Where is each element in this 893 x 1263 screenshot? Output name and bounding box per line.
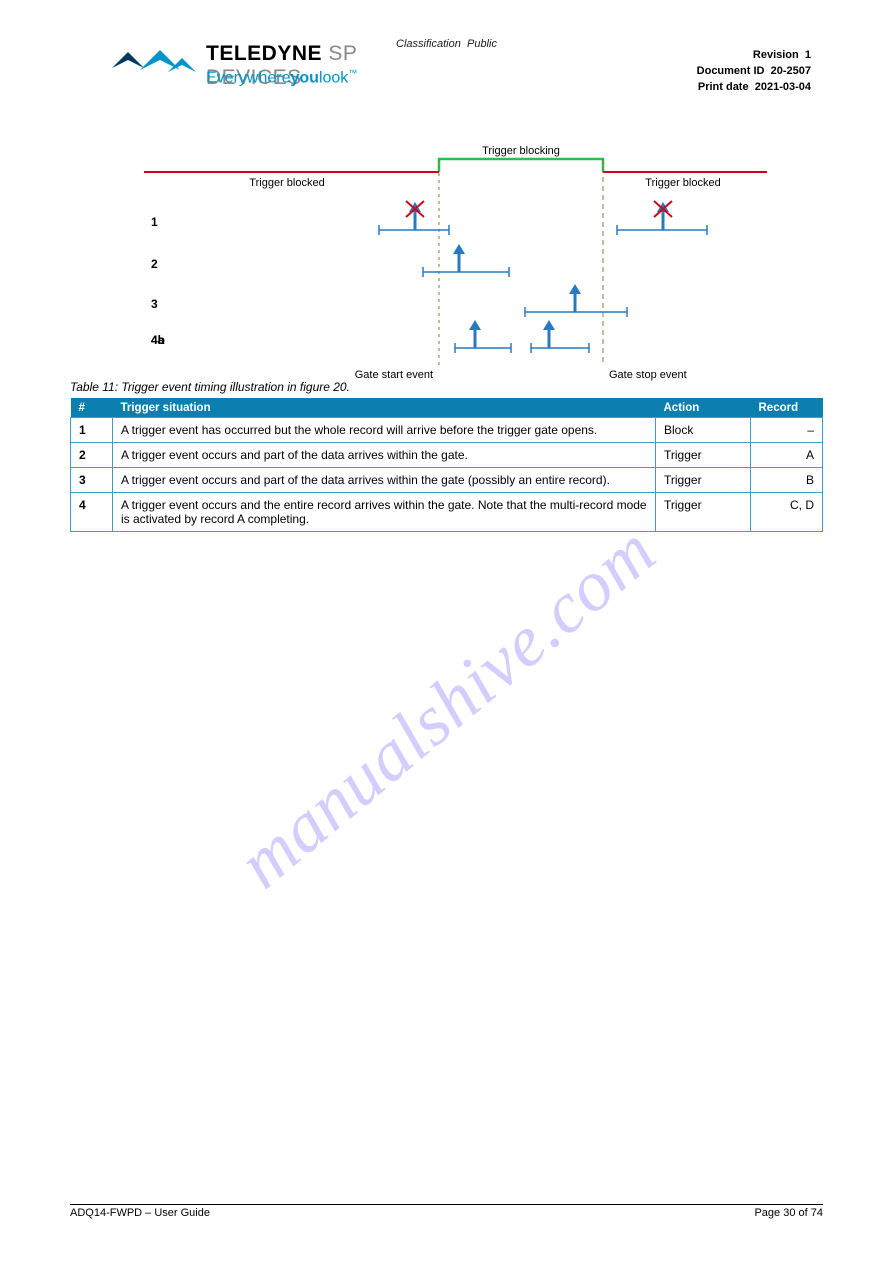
svg-text:Trigger blocking: Trigger blocking [482, 146, 560, 157]
svg-text:Trigger blocked: Trigger blocked [249, 177, 324, 189]
svg-text:Gate start event: Gate start event [354, 369, 432, 381]
cell-rec: B [751, 468, 823, 493]
page-footer: ADQ14-FWPD – User Guide Page 30 of 74 [70, 1204, 823, 1219]
cell-num: 1 [71, 418, 113, 443]
table-row: 3A trigger event occurs and part of the … [71, 468, 823, 493]
docid-label: Document ID [697, 65, 765, 77]
doc-meta: Revision 1 Document ID 20-2507 Print dat… [697, 48, 811, 96]
printdate-label: Print date [698, 81, 749, 93]
brand-logo: TELEDYNE SP DEVICES Everywhereyoulook™ [106, 38, 446, 90]
docid-value: 20-2507 [771, 65, 811, 77]
classification-value: Public [467, 38, 497, 50]
footer-page-total: 74 [811, 1207, 823, 1219]
teledyne-mark-icon [106, 40, 202, 88]
svg-text:3: 3 [151, 297, 158, 311]
timing-diagram: Trigger blocking Trigger blocked Trigger b… [107, 146, 787, 376]
logo-line2-bold: you [290, 69, 318, 86]
footer-page-num: 30 [783, 1207, 795, 1219]
th-num: # [71, 398, 113, 418]
table-row: 2A trigger event occurs and part of the … [71, 443, 823, 468]
svg-text:Gate stop event: Gate stop event [609, 369, 687, 381]
cell-sit: A trigger event occurs and part of the d… [113, 443, 656, 468]
cell-num: 4 [71, 493, 113, 532]
cell-act: Block [656, 418, 751, 443]
th-sit: Trigger situation [113, 398, 656, 418]
svg-text:1: 1 [151, 215, 158, 229]
timing-diagram-svg: Trigger blocking Trigger blocked Trigger b… [107, 146, 787, 388]
logo-line1-bold: TELEDYNE [206, 42, 322, 65]
footer-page: Page 30 of 74 [754, 1207, 823, 1219]
printdate-value: 2021-03-04 [755, 81, 811, 93]
cell-sit: A trigger event has occurred but the who… [113, 418, 656, 443]
cell-sit: A trigger event occurs and the entire re… [113, 493, 656, 532]
logo-line2-pre: Everywhere [206, 69, 290, 86]
cell-rec: A [751, 443, 823, 468]
th-act: Action [656, 398, 751, 418]
revision-label: Revision [753, 49, 799, 61]
table-row: 1A trigger event has occurred but the wh… [71, 418, 823, 443]
cell-sit: A trigger event occurs and part of the d… [113, 468, 656, 493]
watermark: manualshive.com [222, 509, 671, 905]
cell-act: Trigger [656, 493, 751, 532]
svg-text:2: 2 [151, 257, 158, 271]
footer-page-prefix: Page [754, 1207, 783, 1219]
table-row: 4A trigger event occurs and the entire r… [71, 493, 823, 532]
footer-page-of: of [795, 1207, 810, 1219]
footer-title: ADQ14-FWPD – User Guide [70, 1207, 210, 1219]
svg-text:Trigger blocked: Trigger blocked [645, 177, 720, 189]
th-rec: Record [751, 398, 823, 418]
logo-line2-post: look [319, 69, 348, 86]
logo-line2: Everywhereyoulook™ [206, 68, 357, 87]
cell-rec: C, D [751, 493, 823, 532]
cell-act: Trigger [656, 468, 751, 493]
cell-num: 2 [71, 443, 113, 468]
revision-value: 1 [805, 49, 811, 61]
cell-act: Trigger [656, 443, 751, 468]
trigger-table: # Trigger situation Action Record 1A tri… [70, 398, 823, 532]
cell-num: 3 [71, 468, 113, 493]
cell-rec: – [751, 418, 823, 443]
svg-text:4b: 4b [151, 333, 165, 347]
